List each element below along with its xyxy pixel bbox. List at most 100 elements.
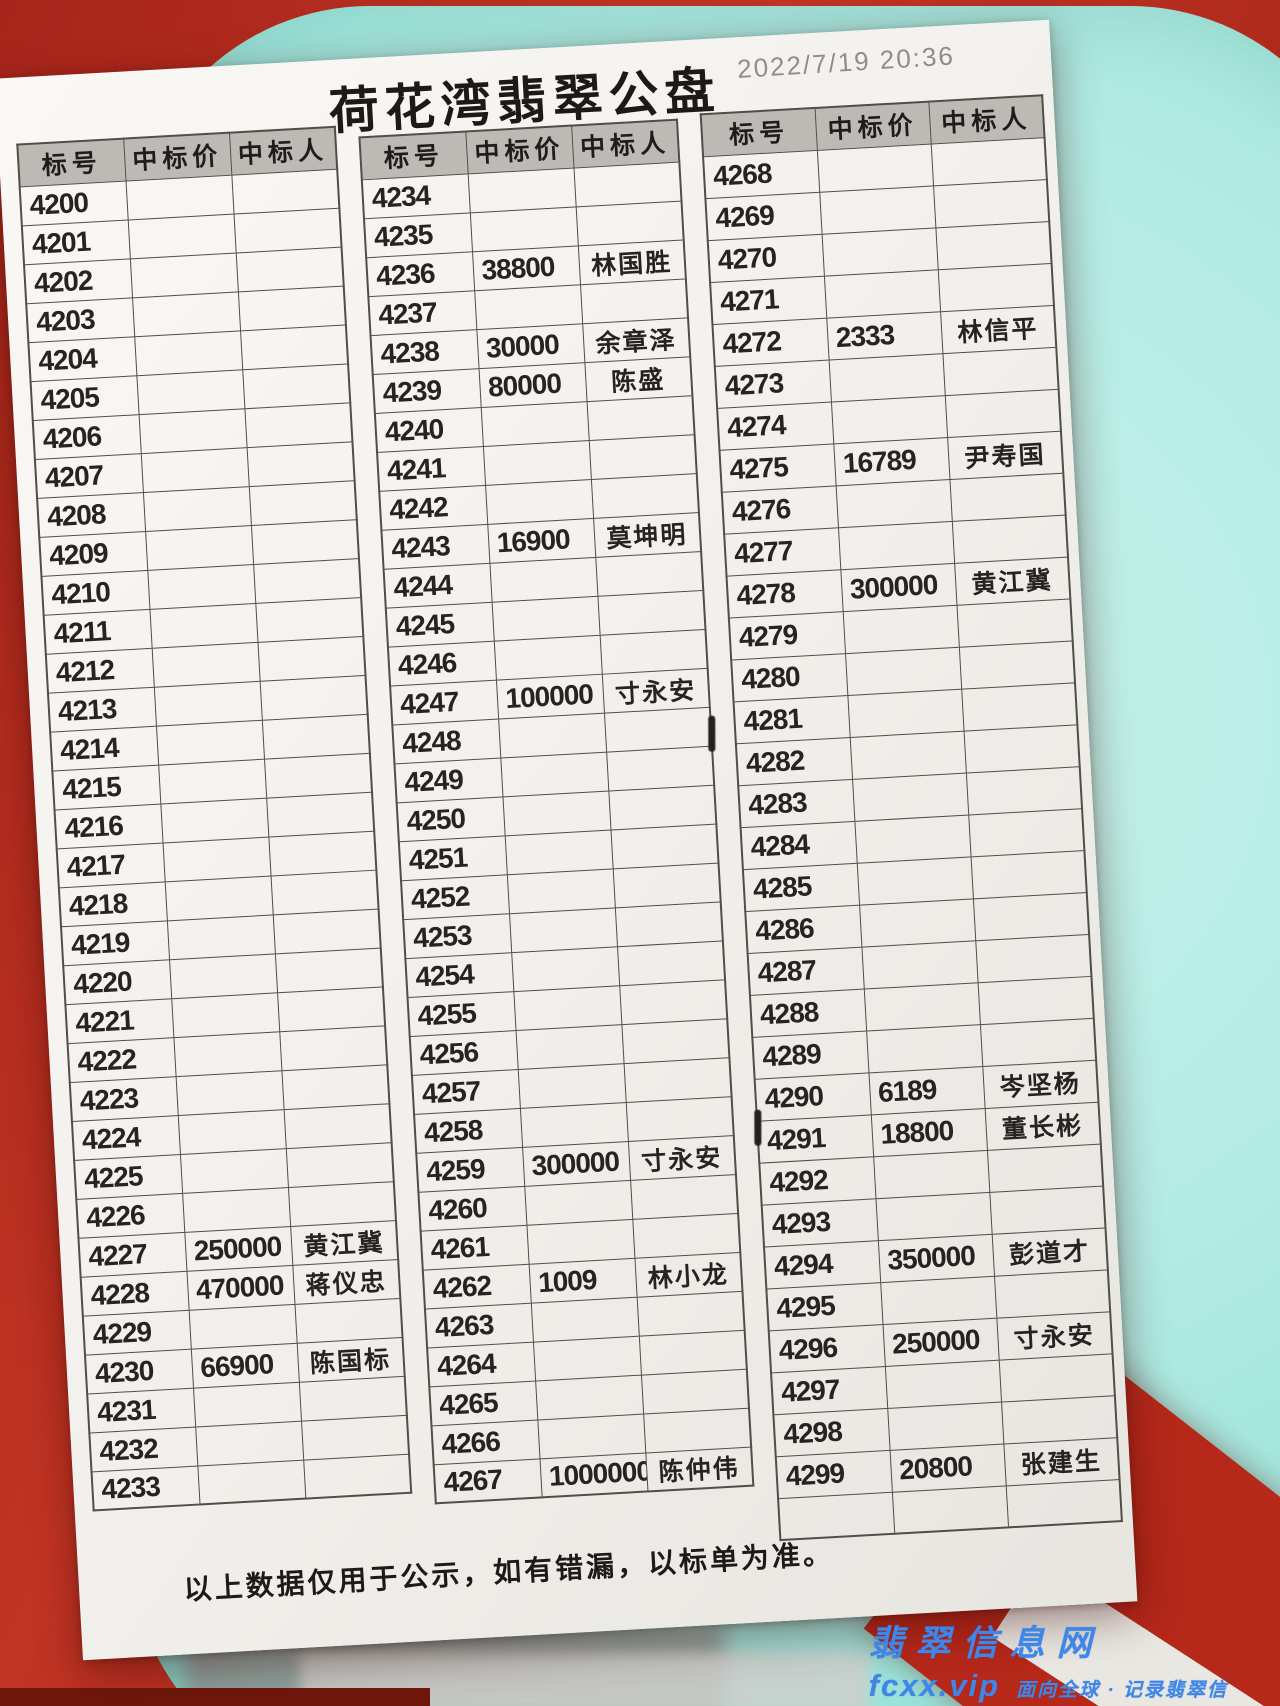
bidder-cell [255,597,364,642]
bidder-cell [972,892,1090,941]
bidder-cell: 黄江冀 [954,556,1071,605]
price-cell [160,797,269,843]
price-cell [145,525,254,570]
price-cell [526,1218,635,1264]
bidder-cell [610,823,719,869]
bid-number-cell: 4220 [63,959,172,1005]
price-cell [151,641,260,687]
bidder-cell [949,472,1066,521]
price-cell [506,868,615,914]
bidder-cell [272,908,381,954]
price-cell [532,1335,641,1381]
bid-number-cell: 4251 [398,835,507,881]
price-cell [854,814,971,863]
bidder-cell [253,558,362,603]
bidder-cell [640,1368,749,1414]
price-cell [517,1063,626,1108]
bid-number-cell: 4208 [37,492,146,537]
price-cell: 300000 [840,562,957,612]
price-cell: 470000 [186,1264,295,1310]
bid-number-cell: 4213 [47,686,156,732]
bidder-cell [979,1017,1097,1067]
bid-number-cell: 4256 [409,1030,518,1075]
price-cell [819,185,936,234]
bidder-cell [270,869,379,915]
bid-number-cell: 4233 [91,1465,200,1511]
bid-number-cell: 4246 [387,640,496,686]
price-cell [861,940,978,989]
bid-number-cell: 4222 [67,1037,176,1083]
bidder-cell [231,168,340,214]
bidder-cell [588,434,697,480]
bidder-cell: 莫坤明 [593,512,702,557]
bid-number-cell: 4267 [433,1458,542,1504]
price-cell [866,1024,983,1073]
bid-number-cell: 4218 [58,881,167,927]
bidder-cell [968,808,1085,857]
bid-number-cell: 4258 [414,1107,523,1153]
bid-number-cell: 4232 [89,1426,198,1472]
bidder-cell [283,1103,392,1149]
price-cell [509,907,618,953]
price-cell [149,602,258,648]
bidder-cell [586,395,695,441]
bid-number-cell: 4260 [418,1185,527,1231]
bid-number-cell: 4242 [379,484,488,530]
price-cell [162,836,271,882]
bid-number-cell: 4202 [24,258,133,304]
price-cell [147,564,256,609]
price-cell [821,227,938,276]
bid-number-cell: 4253 [403,913,512,959]
price-cell [519,1102,628,1147]
price-cell [169,953,278,999]
bidder-cell: 尹寿国 [947,430,1064,480]
bidder-cell [1005,1479,1122,1528]
price-cell [138,408,247,454]
price-cell [474,284,583,330]
bidder-cell [268,830,377,876]
bid-number-cell: 4285 [742,862,860,912]
bidder-cell: 寸永安 [996,1311,1113,1360]
column-header: 中标人 [928,95,1045,144]
bid-table-left: 标号 中标价 中标人 4200 4201 4202 4203 4204 4205 4206 4207… [16,125,413,1512]
bidder-cell: 黄江冀 [290,1220,399,1265]
price-cell [845,646,962,696]
bid-number-cell: 4206 [32,414,141,460]
bid-number-cell: 4239 [372,368,481,414]
price-cell [856,856,973,905]
price-cell [511,946,620,992]
bidder-cell: 林信平 [940,304,1057,354]
price-cell [173,1031,282,1077]
price-cell [482,440,591,485]
bidder-cell [281,1064,390,1110]
bid-number-cell: 4210 [41,569,150,615]
bid-table-middle: 标号 中标价 中标人 4234 4235 4236 38800 林国胜 4237 4238 3000… [358,118,755,1505]
price-cell: 30000 [476,323,585,369]
bidder-cell [597,589,706,635]
bidder-cell [277,986,386,1032]
price-cell [155,719,264,765]
bid-number-cell: 4227 [78,1231,187,1277]
bidder-cell [250,519,359,565]
bid-number-cell: 4257 [411,1069,520,1114]
bidder-cell [274,947,383,993]
bid-number-cell: 4219 [61,920,170,966]
bid-number-cell: 4217 [56,842,165,888]
bidder-cell [298,1375,407,1421]
price-cell [852,772,969,821]
bidder-cell [956,598,1073,647]
watermark-site-url: fcxx.vip [868,1668,1001,1703]
bid-number-cell: 4279 [728,611,846,660]
bidder-cell [977,975,1094,1025]
bid-number-cell: 4240 [374,407,483,452]
bidder-cell [612,862,721,908]
bidder-cell [963,724,1080,773]
bid-number-cell: 4205 [30,375,139,421]
price-cell [171,992,280,1038]
price-cell: 18800 [870,1108,987,1157]
bid-number-cell: 4209 [39,531,148,576]
bid-number-cell: 4295 [766,1282,883,1331]
bidder-cell: 余章泽 [582,317,691,363]
bid-table-right: 标号 中标价 中标人 4268 4269 4270 4271 4272 2333 林信平 4273 4… [699,94,1123,1542]
bid-number-cell: 4244 [383,562,492,608]
